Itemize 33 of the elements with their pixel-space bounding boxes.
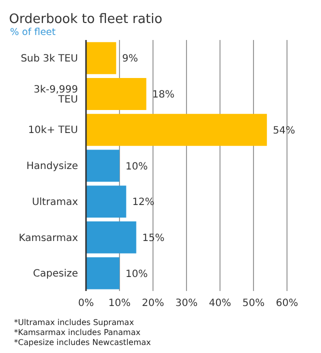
text: *Ultramax includes Supramax [14,318,135,328]
y-tick-label: 3k-9,999 TEU [34,84,78,106]
y-tick-label: Kamsarmax [18,232,78,244]
data-label: 10% [126,268,148,280]
text: *Kamsarmax includes Panamax [14,328,142,338]
text: *Capesize includes Newcastlemax [14,338,151,348]
y-tick-label: 10k+ TEU [28,125,78,136]
x-tick-label: 30% [175,298,198,310]
data-label: 18% [152,90,175,101]
x-tick-label: 60% [276,298,298,310]
chart-title: Orderbook to fleet ratio [9,12,162,27]
data-label: 54% [272,125,296,136]
y-tick-label: Sub 3k TEU [20,53,78,64]
data-label: 12% [132,197,154,208]
y-tick-label: Capesize [33,268,78,280]
data-label: 15% [142,232,164,244]
data-label: 9% [122,54,138,65]
data-label: 10% [126,161,148,172]
bar [86,221,136,254]
chart-subtitle: % of fleet [10,27,56,38]
bar [86,150,120,182]
y-tick-label: Handysize [26,161,78,172]
x-tick-label: 50% [242,298,265,310]
x-tick-label: 10% [108,298,131,310]
x-tick-label: 20% [142,298,164,310]
y-tick-label: Ultramax [32,196,78,208]
bar [86,114,267,146]
bar [86,42,116,74]
x-tick-label: 0% [78,298,94,310]
x-tick-label: 40% [208,298,232,310]
bar [86,186,126,218]
bar [86,78,146,110]
bar [86,257,120,290]
